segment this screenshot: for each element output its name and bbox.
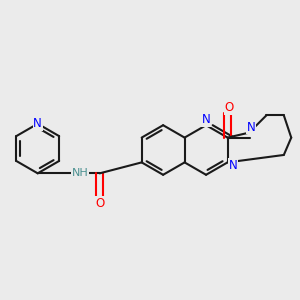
- Text: N: N: [33, 117, 42, 130]
- Text: O: O: [224, 101, 234, 114]
- Text: N: N: [202, 113, 210, 127]
- Text: O: O: [95, 197, 104, 210]
- Text: N: N: [228, 159, 237, 172]
- Text: N: N: [247, 121, 256, 134]
- Text: NH: NH: [71, 168, 88, 178]
